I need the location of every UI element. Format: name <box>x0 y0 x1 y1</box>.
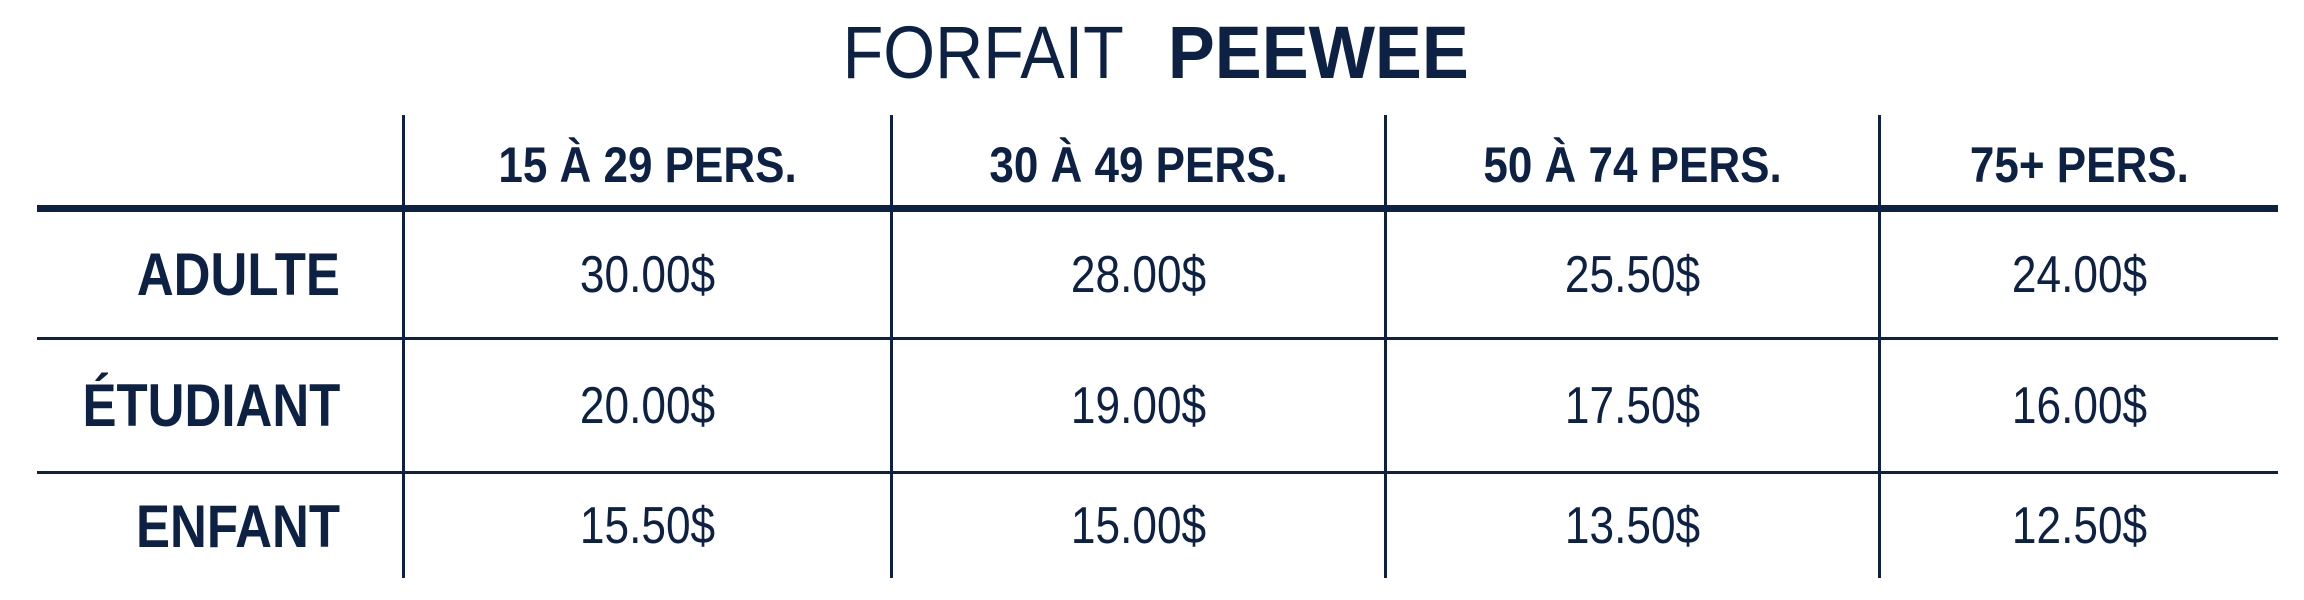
row-label: ÉTUDIANT <box>37 340 340 471</box>
page-title: FORFAIT PEEWEE <box>0 8 2304 98</box>
column-header: 50 À 74 PERS. <box>1387 125 1878 205</box>
price-cell: 24.00$ <box>1881 212 2278 337</box>
title-light: FORFAIT <box>842 11 1125 94</box>
column-divider <box>890 115 893 578</box>
price-cell: 15.00$ <box>893 474 1384 578</box>
price-cell: 20.00$ <box>405 340 890 471</box>
row-label: ENFANT <box>37 474 340 578</box>
header-divider <box>37 205 2278 212</box>
row-label-text: ADULTE <box>136 241 340 308</box>
price-cell: 25.50$ <box>1387 212 1878 337</box>
price-cell: 12.50$ <box>1881 474 2278 578</box>
price-cell: 30.00$ <box>405 212 890 337</box>
price-value: 15.00$ <box>1070 497 1207 555</box>
price-value: 24.00$ <box>2011 245 2148 304</box>
row-label-text: ÉTUDIANT <box>82 372 340 439</box>
price-value: 28.00$ <box>1070 245 1207 304</box>
price-value: 20.00$ <box>579 376 716 435</box>
price-cell: 16.00$ <box>1881 340 2278 471</box>
price-value: 15.50$ <box>579 497 716 555</box>
column-header-label: 30 À 49 PERS. <box>989 137 1288 193</box>
row-label-text: ENFANT <box>136 492 340 560</box>
price-cell: 19.00$ <box>893 340 1384 471</box>
price-value: 30.00$ <box>579 245 716 304</box>
price-cell: 17.50$ <box>1387 340 1878 471</box>
column-divider <box>402 115 405 578</box>
column-header-label: 50 À 74 PERS. <box>1483 137 1782 193</box>
price-value: 16.00$ <box>2011 376 2148 435</box>
column-divider <box>1384 115 1387 578</box>
column-divider <box>1878 115 1881 578</box>
row-divider <box>37 337 2278 340</box>
price-value: 13.50$ <box>1564 497 1701 555</box>
price-value: 19.00$ <box>1070 376 1207 435</box>
column-header: 75+ PERS. <box>1881 125 2278 205</box>
price-cell: 15.50$ <box>405 474 890 578</box>
title-bold: PEEWEE <box>1168 11 1469 94</box>
price-value: 25.50$ <box>1564 245 1701 304</box>
column-header-label: 75+ PERS. <box>1970 137 2189 193</box>
column-header-label: 15 À 29 PERS. <box>498 137 797 193</box>
row-label: ADULTE <box>37 212 340 337</box>
price-cell: 28.00$ <box>893 212 1384 337</box>
column-header: 30 À 49 PERS. <box>893 125 1384 205</box>
price-cell: 13.50$ <box>1387 474 1878 578</box>
column-header: 15 À 29 PERS. <box>405 125 890 205</box>
row-divider <box>37 471 2278 474</box>
price-value: 12.50$ <box>2011 497 2148 555</box>
price-value: 17.50$ <box>1564 376 1701 435</box>
